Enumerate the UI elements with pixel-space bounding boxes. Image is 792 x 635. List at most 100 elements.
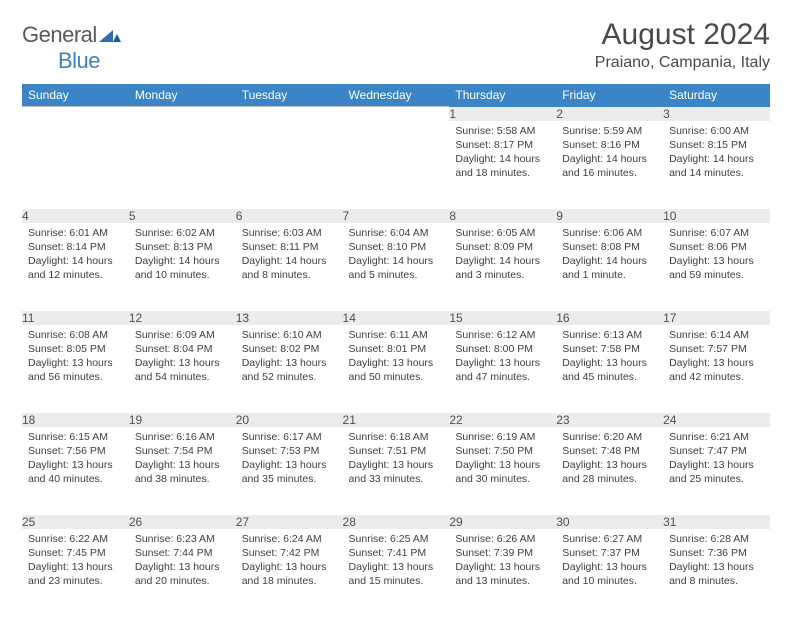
daylight-line: Daylight: 14 hours and 16 minutes. <box>562 152 657 180</box>
dow-header: Tuesday <box>236 84 343 107</box>
daylight-line: Daylight: 13 hours and 42 minutes. <box>669 356 764 384</box>
header: General Blue August 2024 Praiano, Campan… <box>22 18 770 74</box>
sunrise-line: Sunrise: 6:02 AM <box>135 226 230 240</box>
sunrise-line: Sunrise: 5:58 AM <box>455 124 550 138</box>
day-cell-body: Sunrise: 6:10 AMSunset: 8:02 PMDaylight:… <box>236 325 343 391</box>
day-cell-body <box>22 121 129 181</box>
daylight-line: Daylight: 13 hours and 25 minutes. <box>669 458 764 486</box>
sunset-line: Sunset: 8:16 PM <box>562 138 657 152</box>
day-cell-body: Sunrise: 6:03 AMSunset: 8:11 PMDaylight:… <box>236 223 343 289</box>
daylight-line: Daylight: 13 hours and 59 minutes. <box>669 254 764 282</box>
sunset-line: Sunset: 8:06 PM <box>669 240 764 254</box>
day-cell-body: Sunrise: 6:01 AMSunset: 8:14 PMDaylight:… <box>22 223 129 289</box>
sunrise-line: Sunrise: 6:19 AM <box>455 430 550 444</box>
day-cell-body: Sunrise: 6:17 AMSunset: 7:53 PMDaylight:… <box>236 427 343 493</box>
day-cell: Sunrise: 6:14 AMSunset: 7:57 PMDaylight:… <box>663 325 770 413</box>
day-number: 22 <box>449 413 556 427</box>
sunrise-line: Sunrise: 6:24 AM <box>242 532 337 546</box>
sunrise-line: Sunrise: 6:09 AM <box>135 328 230 342</box>
sunrise-line: Sunrise: 6:08 AM <box>28 328 123 342</box>
sunrise-line: Sunrise: 6:00 AM <box>669 124 764 138</box>
day-cell-body <box>129 121 236 181</box>
sunrise-line: Sunrise: 6:20 AM <box>562 430 657 444</box>
title-block: August 2024 Praiano, Campania, Italy <box>595 18 770 72</box>
day-cell-body: Sunrise: 6:15 AMSunset: 7:56 PMDaylight:… <box>22 427 129 493</box>
day-cell-body <box>343 121 450 181</box>
sunset-line: Sunset: 7:51 PM <box>349 444 444 458</box>
day-number: 10 <box>663 209 770 223</box>
day-cell-body: Sunrise: 6:19 AMSunset: 7:50 PMDaylight:… <box>449 427 556 493</box>
day-cell: Sunrise: 6:19 AMSunset: 7:50 PMDaylight:… <box>449 427 556 515</box>
sunrise-line: Sunrise: 6:01 AM <box>28 226 123 240</box>
day-number: 31 <box>663 515 770 529</box>
sunrise-line: Sunrise: 5:59 AM <box>562 124 657 138</box>
day-cell: Sunrise: 6:11 AMSunset: 8:01 PMDaylight:… <box>343 325 450 413</box>
day-number: 28 <box>343 515 450 529</box>
day-cell: Sunrise: 6:15 AMSunset: 7:56 PMDaylight:… <box>22 427 129 515</box>
sunset-line: Sunset: 8:15 PM <box>669 138 764 152</box>
daylight-line: Daylight: 14 hours and 10 minutes. <box>135 254 230 282</box>
day-cell-body: Sunrise: 6:14 AMSunset: 7:57 PMDaylight:… <box>663 325 770 391</box>
day-cell: Sunrise: 6:18 AMSunset: 7:51 PMDaylight:… <box>343 427 450 515</box>
day-cell-body <box>236 121 343 181</box>
daynum-row: 25262728293031 <box>22 515 770 529</box>
sunrise-line: Sunrise: 6:07 AM <box>669 226 764 240</box>
day-cell-body: Sunrise: 5:59 AMSunset: 8:16 PMDaylight:… <box>556 121 663 187</box>
dow-header: Saturday <box>663 84 770 107</box>
daylight-line: Daylight: 13 hours and 23 minutes. <box>28 560 123 588</box>
week-row: Sunrise: 6:22 AMSunset: 7:45 PMDaylight:… <box>22 529 770 617</box>
daylight-line: Daylight: 14 hours and 14 minutes. <box>669 152 764 180</box>
day-number <box>22 107 129 121</box>
daylight-line: Daylight: 13 hours and 20 minutes. <box>135 560 230 588</box>
day-cell: Sunrise: 6:20 AMSunset: 7:48 PMDaylight:… <box>556 427 663 515</box>
day-number: 27 <box>236 515 343 529</box>
sunrise-line: Sunrise: 6:12 AM <box>455 328 550 342</box>
sunset-line: Sunset: 8:01 PM <box>349 342 444 356</box>
sunset-line: Sunset: 7:37 PM <box>562 546 657 560</box>
day-cell: Sunrise: 6:25 AMSunset: 7:41 PMDaylight:… <box>343 529 450 617</box>
day-cell-body: Sunrise: 6:09 AMSunset: 8:04 PMDaylight:… <box>129 325 236 391</box>
day-cell: Sunrise: 6:12 AMSunset: 8:00 PMDaylight:… <box>449 325 556 413</box>
logo-text: General Blue <box>22 22 121 74</box>
day-cell: Sunrise: 6:06 AMSunset: 8:08 PMDaylight:… <box>556 223 663 311</box>
day-number <box>236 107 343 121</box>
day-number: 21 <box>343 413 450 427</box>
calendar-thead: SundayMondayTuesdayWednesdayThursdayFrid… <box>22 84 770 107</box>
sunrise-line: Sunrise: 6:05 AM <box>455 226 550 240</box>
daylight-line: Daylight: 13 hours and 35 minutes. <box>242 458 337 486</box>
day-number: 5 <box>129 209 236 223</box>
day-cell-body: Sunrise: 6:24 AMSunset: 7:42 PMDaylight:… <box>236 529 343 595</box>
dow-row: SundayMondayTuesdayWednesdayThursdayFrid… <box>22 84 770 107</box>
day-cell: Sunrise: 6:08 AMSunset: 8:05 PMDaylight:… <box>22 325 129 413</box>
sunrise-line: Sunrise: 6:28 AM <box>669 532 764 546</box>
dow-header: Thursday <box>449 84 556 107</box>
logo-mark-icon <box>99 22 121 47</box>
day-cell <box>343 121 450 209</box>
sunrise-line: Sunrise: 6:26 AM <box>455 532 550 546</box>
day-cell: Sunrise: 6:24 AMSunset: 7:42 PMDaylight:… <box>236 529 343 617</box>
day-cell: Sunrise: 6:28 AMSunset: 7:36 PMDaylight:… <box>663 529 770 617</box>
logo: General Blue <box>22 18 121 74</box>
day-cell: Sunrise: 5:59 AMSunset: 8:16 PMDaylight:… <box>556 121 663 209</box>
day-cell: Sunrise: 6:02 AMSunset: 8:13 PMDaylight:… <box>129 223 236 311</box>
week-row: Sunrise: 6:01 AMSunset: 8:14 PMDaylight:… <box>22 223 770 311</box>
daylight-line: Daylight: 14 hours and 1 minute. <box>562 254 657 282</box>
day-cell: Sunrise: 6:27 AMSunset: 7:37 PMDaylight:… <box>556 529 663 617</box>
sunrise-line: Sunrise: 6:23 AM <box>135 532 230 546</box>
day-cell: Sunrise: 6:13 AMSunset: 7:58 PMDaylight:… <box>556 325 663 413</box>
day-number: 12 <box>129 311 236 325</box>
day-cell: Sunrise: 6:07 AMSunset: 8:06 PMDaylight:… <box>663 223 770 311</box>
day-cell-body: Sunrise: 6:05 AMSunset: 8:09 PMDaylight:… <box>449 223 556 289</box>
sunset-line: Sunset: 7:42 PM <box>242 546 337 560</box>
daylight-line: Daylight: 13 hours and 15 minutes. <box>349 560 444 588</box>
logo-word2: Blue <box>58 48 100 73</box>
sunrise-line: Sunrise: 6:18 AM <box>349 430 444 444</box>
day-cell-body: Sunrise: 6:00 AMSunset: 8:15 PMDaylight:… <box>663 121 770 187</box>
daylight-line: Daylight: 13 hours and 52 minutes. <box>242 356 337 384</box>
day-cell: Sunrise: 6:23 AMSunset: 7:44 PMDaylight:… <box>129 529 236 617</box>
day-cell: Sunrise: 6:26 AMSunset: 7:39 PMDaylight:… <box>449 529 556 617</box>
daylight-line: Daylight: 13 hours and 33 minutes. <box>349 458 444 486</box>
day-cell-body: Sunrise: 5:58 AMSunset: 8:17 PMDaylight:… <box>449 121 556 187</box>
sunset-line: Sunset: 8:11 PM <box>242 240 337 254</box>
sunset-line: Sunset: 7:39 PM <box>455 546 550 560</box>
